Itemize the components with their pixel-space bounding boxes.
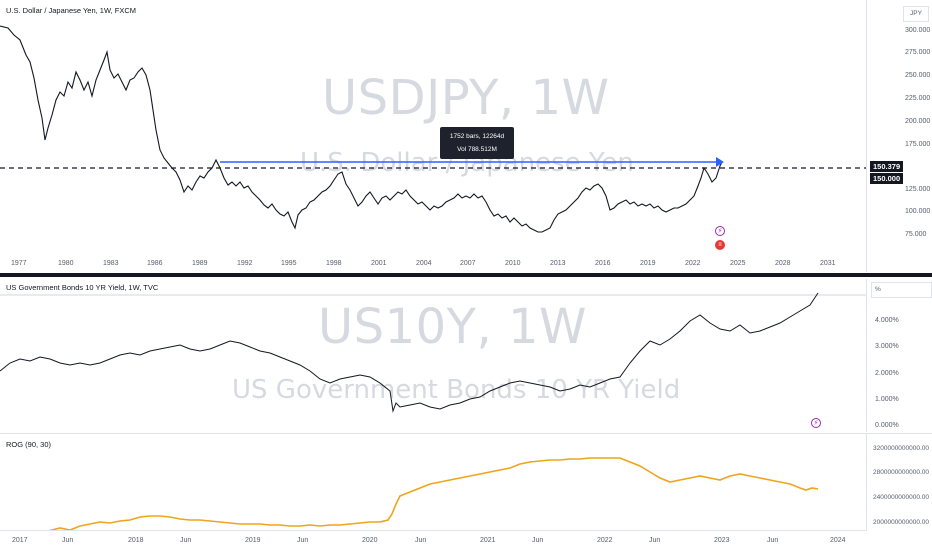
time-tick: 1983 (103, 260, 119, 267)
price-tick: 75.000 (905, 231, 927, 238)
time-tick: Jun (532, 537, 544, 544)
measure-tooltip: 1752 bars, 12264d Vol 788.512M (440, 127, 514, 159)
measure-ruler-arrowhead (716, 157, 724, 167)
time-tick: Jun (415, 537, 427, 544)
us10y-bar-series (0, 292, 819, 413)
yield-tick: 4.000% (875, 317, 899, 324)
price-tick: 200.000 (905, 118, 931, 125)
us10y-legend-title[interactable]: US Government Bonds 10 YR Yield, 1W, TVC (6, 283, 159, 292)
time-tick: 2019 (640, 260, 656, 267)
time-tick: 2023 (714, 537, 730, 544)
price-tick: 100.000 (905, 208, 931, 215)
time-tick: 1977 (11, 260, 27, 267)
time-tick: 2019 (245, 537, 261, 544)
rog-value-tick: 2000000000000.00 (873, 519, 930, 526)
rog-value-tick: 3200000000000.00 (873, 445, 930, 452)
rog-indicator-pane[interactable]: ROG (90, 30) 3200000000000.00 2800000000… (0, 433, 932, 531)
price-tick: 250.000 (905, 72, 931, 79)
rog-legend-title[interactable]: ROG (90, 30) (6, 440, 52, 449)
yield-tick: 2.000% (875, 370, 899, 377)
time-tick: 2004 (416, 260, 432, 267)
us10y-pane[interactable]: US Government Bonds 10 YR Yield, 1W, TVC… (0, 279, 932, 432)
measure-tooltip-bars: 1752 bars, 12264d (449, 133, 505, 140)
usdjpy-time-axis[interactable]: 1977 1980 1983 1986 1989 1992 1995 1998 … (0, 258, 866, 272)
time-tick: 2017 (12, 537, 28, 544)
us-flag-icon[interactable]: ≡ (715, 240, 725, 250)
time-tick: 1980 (58, 260, 74, 267)
us10y-yield-axis[interactable]: % 4.000% 3.000% 2.000% 1.000% 0.000% (866, 279, 932, 432)
last-price-label: 150.379 (870, 161, 904, 172)
yield-tick: 3.000% (875, 343, 899, 350)
usdjpy-chart-canvas[interactable] (0, 0, 866, 272)
bottom-time-axis[interactable]: 2017 Jun 2018 Jun 2019 Jun 2020 Jun 2021… (0, 530, 866, 551)
yield-tick: 0.000% (875, 422, 899, 429)
rog-chart-canvas[interactable] (0, 434, 866, 531)
price-tick: 300.000 (905, 27, 931, 34)
time-tick: Jun (767, 537, 779, 544)
time-tick: Jun (297, 537, 309, 544)
time-tick: Jun (62, 537, 74, 544)
time-tick: 1992 (237, 260, 253, 267)
time-tick: 2013 (550, 260, 566, 267)
rog-value-tick: 2800000000000.00 (873, 469, 930, 476)
time-tick: 2007 (460, 260, 476, 267)
time-tick: 2010 (505, 260, 521, 267)
time-tick: 2024 (830, 537, 846, 544)
usdjpy-unit-label[interactable]: JPY (903, 6, 929, 22)
time-tick: 2031 (820, 260, 836, 267)
us10y-unit-label[interactable]: % (871, 282, 932, 298)
price-tick: 275.000 (905, 49, 931, 56)
time-tick: 2022 (597, 537, 613, 544)
price-tick: 175.000 (905, 141, 931, 148)
usdjpy-price-axis[interactable]: JPY 300.000 275.000 250.000 225.000 200.… (866, 0, 932, 272)
time-tick: 1995 (281, 260, 297, 267)
usdjpy-price-line (0, 25, 723, 233)
lightning-icon[interactable]: ⚡ (811, 418, 821, 428)
price-tick: 225.000 (905, 95, 931, 102)
yield-tick: 1.000% (875, 396, 899, 403)
time-tick: Jun (180, 537, 192, 544)
rog-value-tick: 2400000000000.00 (873, 494, 930, 501)
time-tick: 2020 (362, 537, 378, 544)
time-tick: 2028 (775, 260, 791, 267)
level-price-label: 150.000 (870, 173, 904, 184)
usdjpy-pane[interactable]: U.S. Dollar / Japanese Yen, 1W, FXCM USD… (0, 0, 932, 272)
us10y-chart-canvas[interactable] (0, 279, 866, 432)
time-tick: 1986 (147, 260, 163, 267)
usdjpy-legend-title[interactable]: U.S. Dollar / Japanese Yen, 1W, FXCM (6, 6, 137, 15)
time-tick: 2022 (685, 260, 701, 267)
time-tick: 1989 (192, 260, 208, 267)
time-tick: Jun (649, 537, 661, 544)
time-tick: 2001 (371, 260, 387, 267)
pane-separator[interactable] (0, 273, 932, 277)
time-tick: 2016 (595, 260, 611, 267)
measure-tooltip-volume: Vol 788.512M (457, 146, 497, 153)
time-tick: 2018 (128, 537, 144, 544)
price-tick: 125.000 (905, 186, 931, 193)
time-tick: 2025 (730, 260, 746, 267)
rog-indicator-line (47, 457, 819, 531)
lightning-icon[interactable]: ⚡ (715, 226, 725, 236)
time-tick: 1998 (326, 260, 342, 267)
time-tick: 2021 (480, 537, 496, 544)
rog-value-axis[interactable]: 3200000000000.00 2800000000000.00 240000… (866, 434, 932, 531)
